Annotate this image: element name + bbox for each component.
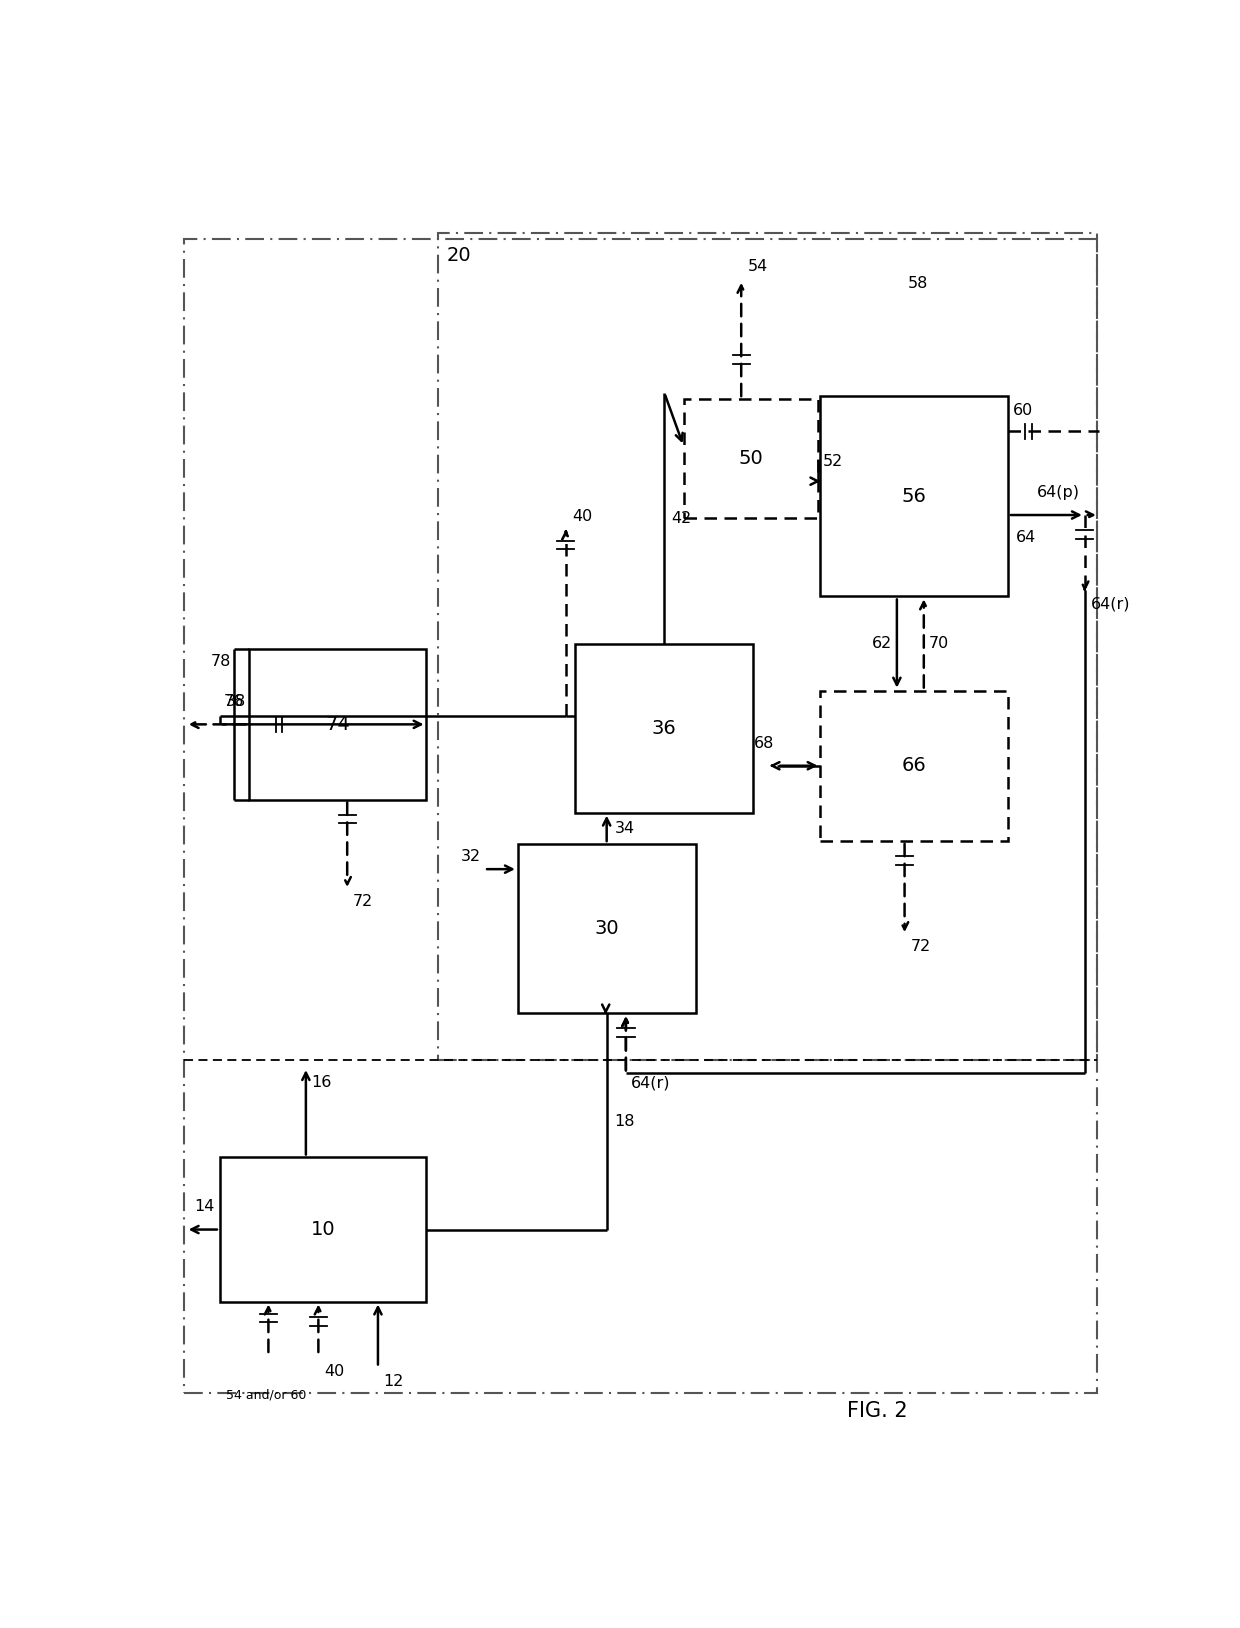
Text: 36: 36 — [652, 718, 677, 737]
Text: 18: 18 — [614, 1114, 635, 1128]
Text: 72: 72 — [353, 894, 373, 908]
Bar — [821, 690, 1008, 842]
Text: 42: 42 — [671, 511, 692, 526]
Text: 68: 68 — [754, 736, 774, 751]
Text: 66: 66 — [901, 757, 926, 775]
Bar — [518, 843, 696, 1013]
Bar — [821, 396, 1008, 596]
Text: 64(r): 64(r) — [631, 1076, 670, 1091]
Text: 64(p): 64(p) — [1037, 485, 1080, 500]
Text: 58: 58 — [908, 275, 928, 291]
Bar — [249, 650, 427, 799]
Text: 10: 10 — [311, 1219, 336, 1239]
Bar — [575, 643, 753, 812]
Text: 74: 74 — [325, 715, 350, 734]
Text: 14: 14 — [195, 1200, 215, 1214]
Text: 72: 72 — [910, 939, 930, 954]
Bar — [219, 1158, 427, 1302]
Text: 70: 70 — [929, 637, 949, 651]
Text: 34: 34 — [614, 821, 635, 835]
Text: 40: 40 — [573, 510, 593, 524]
Text: 50: 50 — [739, 449, 763, 469]
Text: 38: 38 — [226, 694, 246, 708]
Text: 64: 64 — [1016, 531, 1035, 545]
Text: 54 and/or 60: 54 and/or 60 — [226, 1389, 306, 1402]
Text: 62: 62 — [872, 637, 892, 651]
Text: 16: 16 — [311, 1074, 332, 1089]
Text: 52: 52 — [823, 454, 843, 469]
Text: 12: 12 — [383, 1374, 404, 1389]
Text: 60: 60 — [1013, 404, 1033, 418]
Text: 40: 40 — [324, 1364, 345, 1379]
Text: 56: 56 — [901, 487, 926, 506]
Text: 64(r): 64(r) — [1090, 596, 1130, 612]
Text: 54: 54 — [748, 259, 769, 274]
Bar — [439, 233, 1097, 1060]
Text: FIG. 2: FIG. 2 — [847, 1402, 908, 1421]
Text: 20: 20 — [446, 246, 471, 264]
Bar — [683, 399, 818, 518]
Text: 78: 78 — [211, 654, 232, 669]
Text: 76: 76 — [223, 694, 244, 710]
Text: 30: 30 — [594, 920, 619, 938]
Text: 32: 32 — [461, 850, 481, 864]
